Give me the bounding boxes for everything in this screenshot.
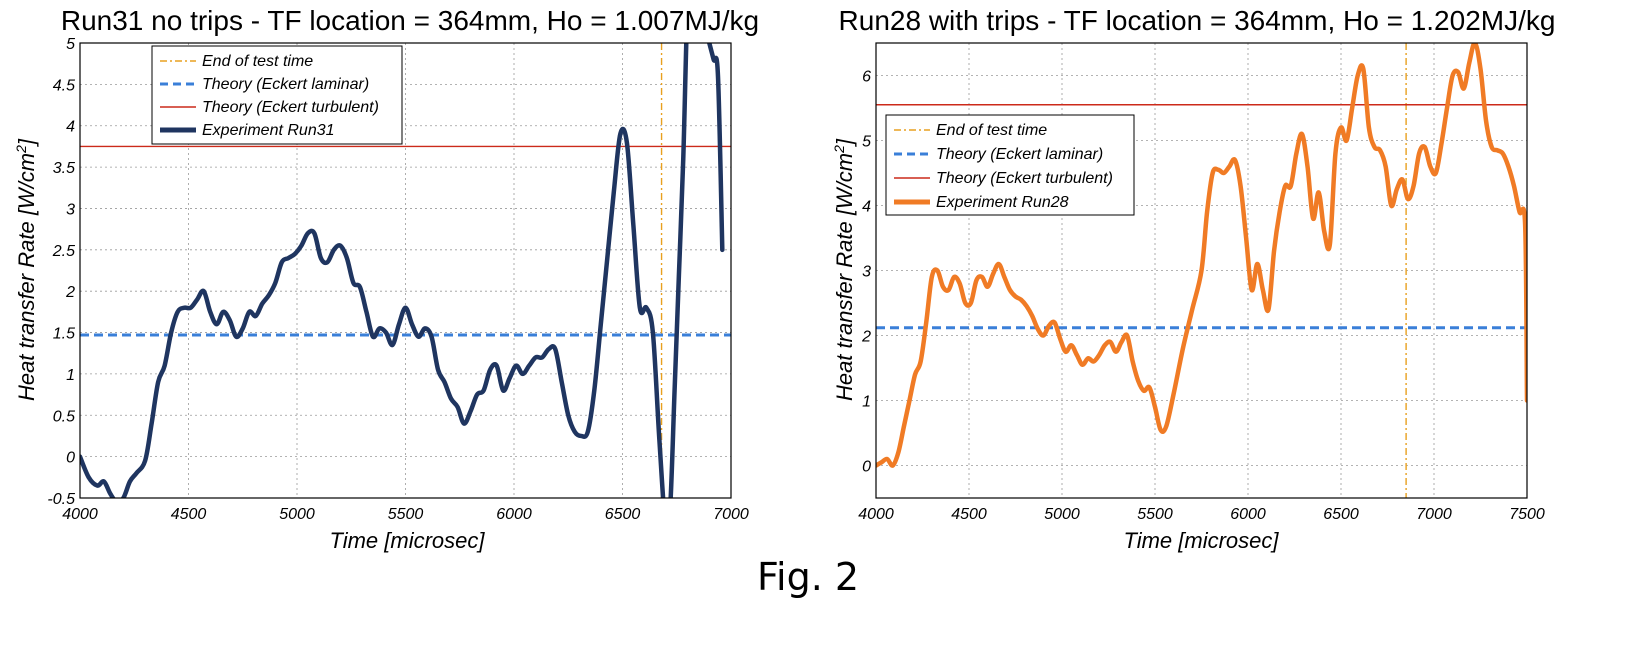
y-tick-label: 5 bbox=[66, 36, 75, 53]
tick-labels: 4000 4500 5000 5500 6000 6500 7000 7500 0 1 2 3 4 5 6 bbox=[858, 69, 1545, 524]
y-tick-label: 2 bbox=[65, 284, 75, 301]
x-tick-label: 5500 bbox=[1137, 506, 1173, 523]
y-tick-label: 1 bbox=[66, 367, 75, 384]
plot-area bbox=[80, 43, 731, 498]
legend-label: Experiment Run28 bbox=[936, 194, 1069, 211]
plot-frame bbox=[79, 42, 732, 499]
x-tick-label: 7000 bbox=[713, 506, 749, 523]
y-axis-label: Heat transfer Rate [W/cm2] bbox=[13, 138, 39, 401]
x-tick-label: 7500 bbox=[1509, 506, 1545, 523]
experiment-series-line bbox=[876, 43, 1527, 468]
y-tick-label: 1.5 bbox=[53, 326, 75, 343]
y-tick-label: 0.5 bbox=[53, 408, 75, 425]
chart-run28: Run28 with trips - TF location = 364mm, … bbox=[831, 5, 1555, 553]
legend-label: Theory (Eckert laminar) bbox=[202, 76, 369, 93]
x-axis-label: Time [microsec] bbox=[1123, 528, 1279, 553]
legend: End of test time Theory (Eckert laminar)… bbox=[151, 45, 403, 145]
legend-label: Theory (Eckert turbulent) bbox=[202, 99, 379, 116]
y-tick-label: 4 bbox=[862, 199, 871, 216]
x-tick-label: 6500 bbox=[1323, 506, 1359, 523]
chart-run31: Run31 no trips - TF location = 364mm, Ho… bbox=[13, 5, 759, 553]
x-tick-label: 6500 bbox=[605, 506, 641, 523]
y-axis-label: Heat transfer Rate [W/cm2] bbox=[831, 138, 857, 401]
x-tick-label: 5000 bbox=[1044, 506, 1080, 523]
y-tick-label: 3 bbox=[66, 201, 75, 218]
chart-title: Run28 with trips - TF location = 364mm, … bbox=[839, 5, 1556, 36]
y-tick-label: 5 bbox=[862, 134, 871, 151]
y-tick-label: 4 bbox=[66, 119, 75, 136]
x-tick-label: 4500 bbox=[171, 506, 207, 523]
legend: End of test time Theory (Eckert laminar)… bbox=[885, 114, 1135, 216]
legend-box bbox=[885, 114, 1135, 216]
y-tick-label: -0.5 bbox=[47, 491, 75, 508]
x-tick-label: 4500 bbox=[951, 506, 987, 523]
legend-label: Experiment Run31 bbox=[202, 122, 335, 139]
legend-label: Theory (Eckert turbulent) bbox=[936, 170, 1113, 187]
y-tick-label: 2.5 bbox=[52, 243, 75, 260]
y-tick-label: 0 bbox=[862, 459, 871, 476]
y-tick-label: 1 bbox=[862, 394, 871, 411]
plot-area bbox=[876, 43, 1527, 498]
x-tick-label: 6000 bbox=[496, 506, 532, 523]
legend-label: End of test time bbox=[936, 122, 1047, 139]
y-tick-label: 3.5 bbox=[53, 160, 75, 177]
x-tick-label: 5500 bbox=[388, 506, 424, 523]
x-tick-label: 4000 bbox=[858, 506, 894, 523]
legend-label: Theory (Eckert laminar) bbox=[936, 146, 1103, 163]
chart-title: Run31 no trips - TF location = 364mm, Ho… bbox=[61, 5, 759, 36]
legend-label: End of test time bbox=[202, 53, 313, 70]
plot-frame bbox=[875, 42, 1528, 499]
y-tick-label: 4.5 bbox=[53, 77, 75, 94]
y-tick-label: 0 bbox=[66, 450, 75, 467]
y-tick-label: 6 bbox=[862, 69, 871, 86]
x-tick-label: 7000 bbox=[1416, 506, 1452, 523]
tick-labels: 4000 4500 5000 5500 6000 6500 7000 -0.5 0 0.5 1 1.5… bbox=[47, 36, 748, 523]
x-tick-label: 6000 bbox=[1230, 506, 1266, 523]
y-tick-label: 2 bbox=[861, 329, 871, 346]
experiment-series-line bbox=[80, 43, 725, 498]
x-tick-label: 5000 bbox=[279, 506, 315, 523]
figure-caption: Fig. 2 bbox=[757, 555, 859, 599]
x-tick-label: 4000 bbox=[62, 506, 98, 523]
y-tick-label: 3 bbox=[862, 264, 871, 281]
x-axis-label: Time [microsec] bbox=[329, 528, 485, 553]
